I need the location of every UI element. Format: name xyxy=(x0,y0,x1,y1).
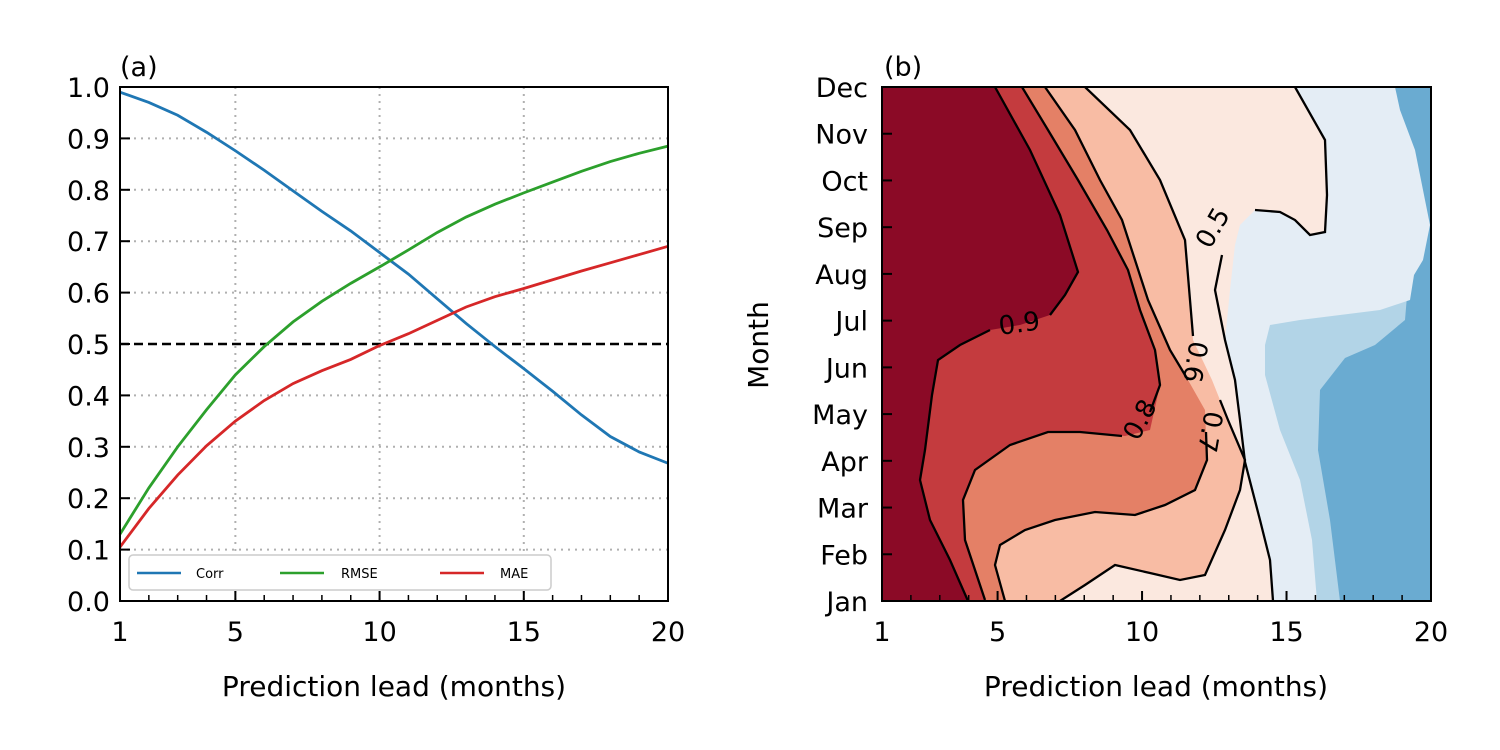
contour-label-0.6: 0.6 xyxy=(1176,339,1213,385)
contour-lines xyxy=(918,87,1329,601)
panel-a-legend: Corr RMSE MAE xyxy=(128,554,552,591)
region-above-0.9 xyxy=(882,87,1078,601)
contour-label-0.9: 0.9 xyxy=(997,306,1042,341)
y-tick-label: 0.5 xyxy=(67,330,110,361)
y-tick-label: 0.6 xyxy=(67,279,110,310)
x-tick-label: 10 xyxy=(362,617,396,648)
y-tick-label-may: May xyxy=(812,400,868,431)
panel-a-line-chart: 1 5 10 15 200.00.10.20.30.40.50.60.70.80.91.… xyxy=(67,52,685,703)
panel-b-axes-frame xyxy=(881,86,1432,602)
y-tick-label-jun: Jun xyxy=(824,353,868,384)
y-tick-label: 0.8 xyxy=(67,176,110,207)
y-tick-label: 0.3 xyxy=(67,433,110,464)
y-tick-label-dec: Dec xyxy=(816,73,868,104)
x-tick-label: 1 xyxy=(873,617,890,648)
panel-b-x-axis-label: Prediction lead (months) xyxy=(984,670,1328,703)
contour-label-0.7: 0.7 xyxy=(1191,409,1228,455)
series-line-rmse xyxy=(118,144,669,535)
legend-label-rmse: RMSE xyxy=(341,567,378,582)
legend-frame xyxy=(128,554,552,591)
contour-line-0.5 xyxy=(1213,87,1329,601)
panel-a-ticks: 1 5 10 15 200.00.10.20.30.40.50.60.70.80.91.… xyxy=(67,73,685,648)
series-line-corr xyxy=(119,90,669,465)
contour-line-0.6 xyxy=(1059,87,1247,601)
panel-b-y-axis-label: Month xyxy=(742,301,775,389)
x-tick-label: 1 xyxy=(111,617,128,648)
y-tick-label-oct: Oct xyxy=(821,166,868,197)
x-tick-label: 20 xyxy=(1414,617,1448,648)
contour-line-0.8 xyxy=(961,87,1162,601)
panel-a-tag: (a) xyxy=(120,52,158,83)
legend-label-mae: MAE xyxy=(500,567,528,582)
y-tick-label: 0.9 xyxy=(67,124,110,155)
y-tick-label-jan: Jan xyxy=(824,587,868,618)
legend-label-corr: Corr xyxy=(196,567,224,582)
x-tick-label: 15 xyxy=(1269,617,1303,648)
panel-b-filled-contours xyxy=(882,87,1431,601)
y-tick-label: 0.4 xyxy=(67,381,110,412)
panel-a-series xyxy=(118,90,669,548)
panel-b-contour-map: 0.9 0.8 0.7 0.6 0.5 1 5 10 15 20JanFebMarApr… xyxy=(742,52,1448,703)
panel-b-ticks: 1 5 10 15 20JanFebMarAprMayJunJulAugSepOctNo… xyxy=(812,73,1448,648)
x-tick-label: 20 xyxy=(651,617,685,648)
panel-b-tag: (b) xyxy=(884,52,922,83)
x-tick-label: 5 xyxy=(227,617,244,648)
y-tick-label-aug: Aug xyxy=(815,260,868,291)
y-tick-label: 0.0 xyxy=(67,587,110,618)
y-tick-label-sep: Sep xyxy=(817,213,868,244)
y-tick-label-feb: Feb xyxy=(820,540,868,571)
y-tick-label-mar: Mar xyxy=(817,494,869,525)
series-line-mae xyxy=(118,244,669,548)
y-tick-label: 1.0 xyxy=(67,73,110,104)
y-tick-label-apr: Apr xyxy=(821,447,869,478)
y-tick-label-jul: Jul xyxy=(833,307,868,338)
y-tick-label: 0.7 xyxy=(67,227,110,258)
x-tick-label: 15 xyxy=(507,617,541,648)
contour-line-0.9 xyxy=(918,87,1080,601)
x-tick-label: 5 xyxy=(989,617,1006,648)
x-tick-label: 10 xyxy=(1125,617,1159,648)
contour-line-0.7 xyxy=(993,87,1209,601)
y-tick-label: 0.2 xyxy=(67,484,110,515)
y-tick-label-nov: Nov xyxy=(815,120,868,151)
panel-a-x-axis-label: Prediction lead (months) xyxy=(222,670,566,703)
y-tick-label: 0.1 xyxy=(67,536,110,567)
